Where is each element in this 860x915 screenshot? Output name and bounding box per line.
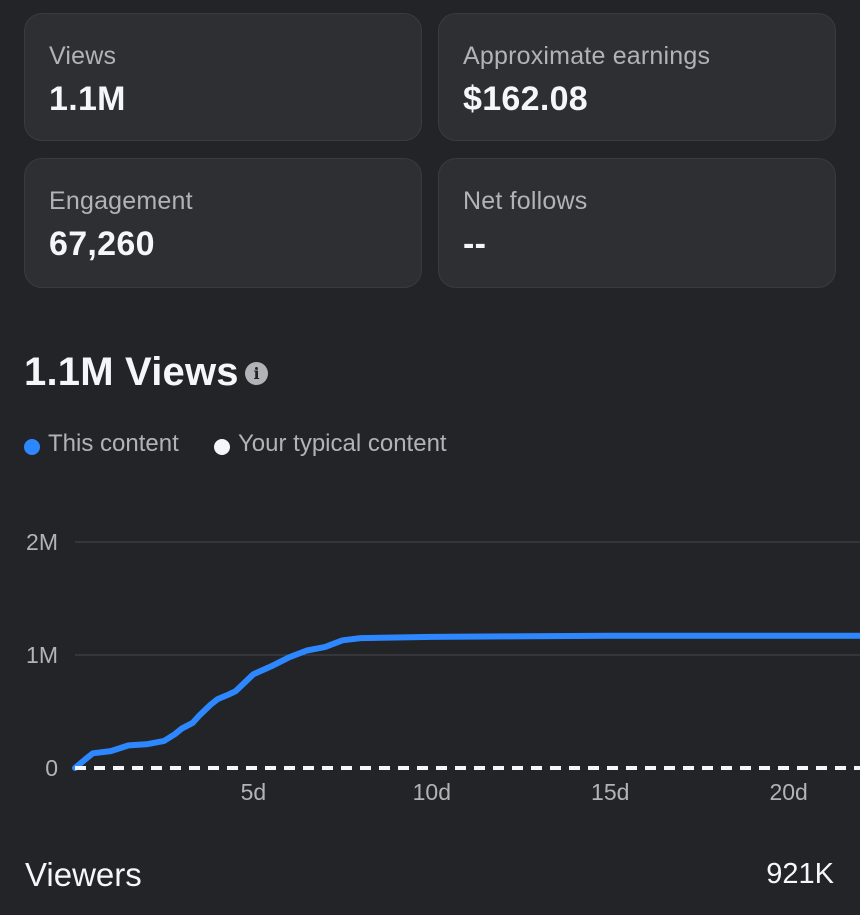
series-line-this-content: [72, 632, 860, 771]
earnings-value: $162.08: [463, 80, 589, 118]
x-tick-label-3: 20d: [769, 779, 807, 805]
x-tick-label-1: 10d: [413, 779, 451, 805]
legend-label-this-content: This content: [48, 430, 179, 457]
legend-dot-this-content: [24, 439, 40, 455]
views-label: Views: [49, 42, 117, 70]
net-follows-value: --: [463, 225, 487, 263]
y-tick-label-1: 1M: [26, 642, 58, 668]
x-tick-label-0: 5d: [241, 779, 267, 805]
net-follows-card[interactable]: Net follows --: [438, 158, 836, 288]
views-section-title: 1.1M Views: [24, 350, 239, 394]
net-follows-label: Net follows: [463, 187, 588, 215]
engagement-label: Engagement: [49, 187, 193, 215]
y-tick-label-2: 2M: [26, 529, 58, 555]
views-value: 1.1M: [49, 80, 126, 118]
earnings-card[interactable]: Approximate earnings $162.08: [438, 13, 836, 141]
viewers-value: 921K: [766, 858, 834, 890]
earnings-label: Approximate earnings: [463, 42, 711, 70]
views-card[interactable]: Views 1.1M: [24, 13, 422, 141]
legend-dot-typical-content: [214, 439, 230, 455]
engagement-value: 67,260: [49, 225, 155, 263]
viewers-label: Viewers: [25, 856, 142, 893]
info-icon[interactable]: i: [245, 362, 268, 385]
x-tick-label-2: 15d: [591, 779, 629, 805]
engagement-card[interactable]: Engagement 67,260: [24, 158, 422, 288]
views-line-chart[interactable]: 0 1M 2M 5d 10d 15d 20d: [0, 520, 860, 820]
legend-label-typical-content: Your typical content: [238, 430, 447, 457]
y-tick-label-0: 0: [45, 755, 58, 781]
